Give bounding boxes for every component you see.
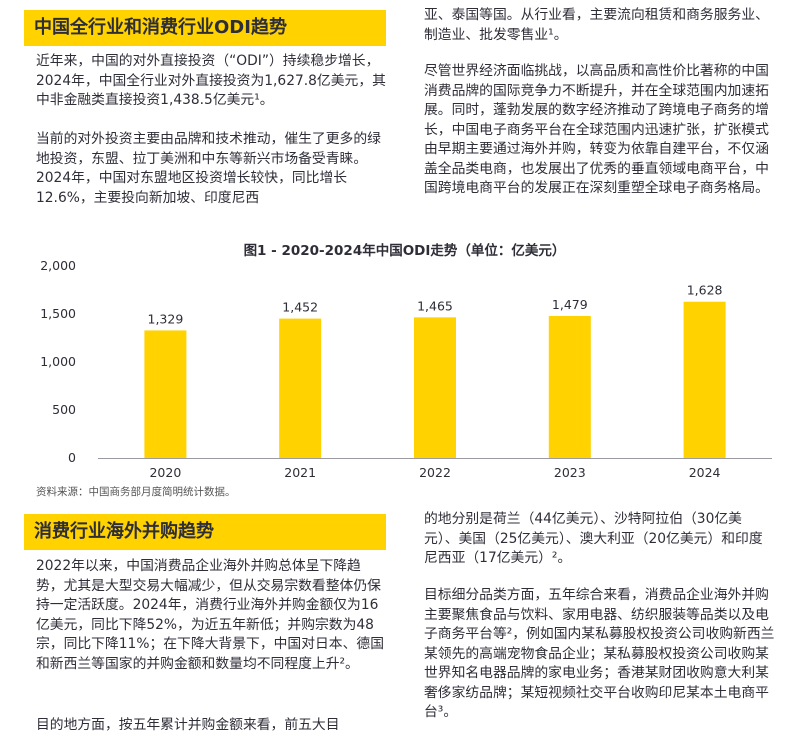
paragraph-investment-drivers: 当前的对外投资主要由品牌和技术推动，催生了更多的绿地投资，东盟、拉丁美洲和中东等… bbox=[36, 131, 381, 206]
data-label-2022: 1,465 bbox=[417, 298, 453, 313]
paragraph-asean-industries: 亚、泰国等国。从行业看，主要流向租赁和商务服务业、制造业、批发零售业¹。 bbox=[424, 7, 769, 43]
bar-2023 bbox=[548, 316, 591, 458]
y-tick-label: 0 bbox=[68, 450, 76, 465]
data-label-2023: 1,479 bbox=[552, 297, 588, 312]
chart-source-note: 资料来源：中国商务部月度简明统计数据。 bbox=[36, 486, 236, 498]
paragraph-top-destinations: 的地分别是荷兰（44亿美元）、沙特阿拉伯（30亿美元）、美国（25亿美元）、澳大… bbox=[424, 511, 763, 566]
section-heading-odi-trend: 中国全行业和消费行业ODI趋势 bbox=[24, 10, 386, 46]
x-tick-label-2023: 2023 bbox=[554, 465, 586, 480]
section-heading-ma-trend: 消费行业海外并购趋势 bbox=[24, 514, 386, 550]
y-tick-label: 1,500 bbox=[40, 306, 76, 321]
paragraph-destinations-start: 目的地方面，按五年累计并购金额来看，前五大目 bbox=[36, 717, 340, 733]
data-label-2021: 1,452 bbox=[282, 300, 318, 315]
paragraph-ma-decline: 2022年以来，中国消费品企业海外并购总体呈下降趋势，尤其是大型交易大幅减少，但… bbox=[36, 558, 384, 672]
paragraph-target-categories: 目标细分品类方面，五年综合来看，消费品企业海外并购主要聚焦食品与饮料、家用电器、… bbox=[424, 587, 775, 720]
bar-2024 bbox=[683, 301, 726, 458]
y-tick-label: 2,000 bbox=[40, 258, 76, 273]
data-label-2024: 1,628 bbox=[687, 283, 723, 298]
y-tick-label: 1,000 bbox=[40, 354, 76, 369]
paragraph-consumer-brands-ecommerce: 尽管世界经济面临挑战，以高品质和高性价比著称的中国消费品牌的国际竞争力不断提升，… bbox=[424, 63, 769, 196]
paragraph-odi-growth: 近年来，中国的对外直接投资（“ODI”）持续稳步增长，2024年，中国全行业对外… bbox=[36, 53, 386, 108]
odi-bar-chart: 0 500 1,000 1,500 2,000 1,329 2020 1,452 2021 1,4… bbox=[40, 258, 772, 480]
y-tick-label: 500 bbox=[52, 402, 76, 417]
bar-2020 bbox=[144, 330, 187, 458]
chart-title: 图1 - 2020-2024年中国ODI走势（单位：亿美元） bbox=[243, 243, 566, 259]
bar-2022 bbox=[414, 317, 456, 458]
x-tick-label-2021: 2021 bbox=[284, 465, 316, 480]
x-tick-label-2022: 2022 bbox=[419, 465, 451, 480]
data-label-2020: 1,329 bbox=[148, 311, 184, 326]
x-tick-label-2024: 2024 bbox=[689, 465, 721, 480]
x-tick-label-2020: 2020 bbox=[149, 465, 181, 480]
bar-2021 bbox=[279, 318, 322, 458]
